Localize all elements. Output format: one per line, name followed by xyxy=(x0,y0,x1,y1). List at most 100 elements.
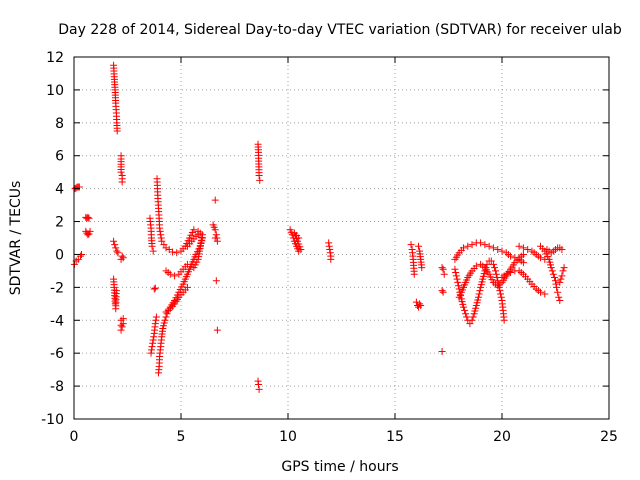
data-point xyxy=(157,234,165,242)
data-point xyxy=(152,313,160,321)
data-point xyxy=(476,287,484,295)
data-point xyxy=(84,213,92,221)
data-point xyxy=(468,316,476,324)
data-point xyxy=(558,246,566,254)
data-point xyxy=(472,262,480,270)
data-point xyxy=(171,272,179,280)
data-point xyxy=(454,282,462,290)
data-point xyxy=(295,234,303,242)
data-point xyxy=(461,306,469,314)
data-point xyxy=(489,244,497,252)
data-point xyxy=(556,297,564,305)
data-point xyxy=(519,250,527,258)
data-point xyxy=(550,273,558,281)
y-tick-label: 12 xyxy=(46,50,64,66)
data-point xyxy=(113,127,121,135)
y-tick-label: -6 xyxy=(50,346,64,362)
data-point xyxy=(114,249,122,257)
data-point xyxy=(515,242,523,250)
data-point xyxy=(156,224,164,232)
data-point xyxy=(86,227,94,235)
data-point xyxy=(485,242,493,250)
y-tick-label: 8 xyxy=(55,116,64,132)
data-point xyxy=(117,168,125,176)
data-point xyxy=(507,252,515,260)
axis-ticks xyxy=(73,56,610,420)
plot-frame xyxy=(73,56,610,420)
data-point xyxy=(474,293,482,301)
data-point xyxy=(173,249,181,257)
x-tick-label: 15 xyxy=(386,429,404,445)
data-point xyxy=(151,284,159,292)
data-point xyxy=(451,265,459,273)
grid-lines xyxy=(74,57,609,419)
data-point xyxy=(438,348,446,356)
data-point xyxy=(537,254,545,262)
data-point xyxy=(110,237,118,245)
data-point xyxy=(537,288,545,296)
data-point xyxy=(552,280,560,288)
data-point xyxy=(76,252,84,260)
data-point xyxy=(554,288,562,296)
data-point xyxy=(556,278,564,286)
data-point xyxy=(118,323,126,331)
data-point xyxy=(113,247,121,255)
data-point xyxy=(494,246,502,254)
data-point xyxy=(168,248,176,256)
data-point xyxy=(416,300,424,308)
data-point xyxy=(553,283,561,291)
data-point xyxy=(75,183,83,191)
data-point xyxy=(498,247,506,255)
data-point xyxy=(149,336,157,344)
data-point xyxy=(500,316,508,324)
data-point xyxy=(502,270,510,278)
data-point xyxy=(326,249,334,257)
data-point xyxy=(549,270,557,278)
y-tick-label: -2 xyxy=(50,280,64,296)
data-point xyxy=(440,270,448,278)
data-point xyxy=(149,339,157,347)
data-point xyxy=(454,278,462,286)
y-tick-label: 4 xyxy=(55,182,64,198)
data-point xyxy=(119,315,127,323)
data-point xyxy=(497,290,505,298)
data-point xyxy=(117,326,125,334)
data-point xyxy=(151,320,159,328)
data-point xyxy=(559,267,567,275)
data-point xyxy=(439,288,447,296)
data-point xyxy=(326,246,334,254)
data-point xyxy=(541,290,549,298)
data-point xyxy=(147,349,155,357)
y-tick-label: -4 xyxy=(50,313,64,329)
x-tick-label: 5 xyxy=(177,429,186,445)
data-point xyxy=(492,267,500,275)
data-point xyxy=(452,269,460,277)
data-point xyxy=(469,313,477,321)
data-point xyxy=(412,298,420,306)
x-tick-label: 20 xyxy=(493,429,511,445)
data-point xyxy=(439,265,447,273)
data-point xyxy=(519,259,527,267)
data-point xyxy=(118,178,126,186)
y-tick-label: 2 xyxy=(55,215,64,231)
data-point xyxy=(150,333,158,341)
y-tick-label: 6 xyxy=(55,149,64,165)
data-point xyxy=(256,176,264,184)
x-axis-label: GPS time / hours xyxy=(281,459,398,475)
data-point xyxy=(475,290,483,298)
data-point xyxy=(415,242,423,250)
y-tick-label: -8 xyxy=(50,379,64,395)
data-point xyxy=(166,270,174,278)
data-point xyxy=(213,326,221,334)
data-point xyxy=(524,246,532,254)
data-point xyxy=(190,264,198,272)
data-point xyxy=(111,241,119,249)
data-point xyxy=(211,196,219,204)
data-point xyxy=(163,310,171,318)
data-point xyxy=(255,171,263,179)
data-point xyxy=(255,385,263,393)
data-point xyxy=(555,293,563,301)
data-point xyxy=(481,241,489,249)
